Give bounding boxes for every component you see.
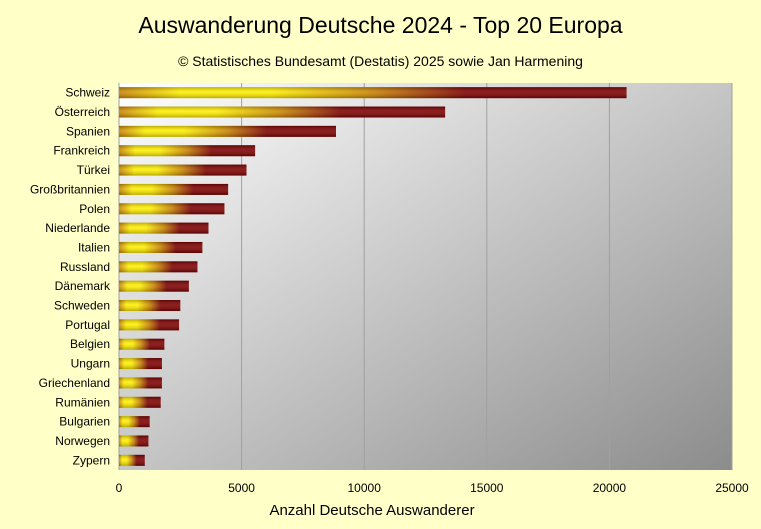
bar-shade-Österreich [119,106,446,118]
bar-shade-Italien [119,241,203,253]
category-labels: Schweiz Österreich Spanien Frankreich Türkei… [30,86,111,468]
bar-shade-Schweiz [119,87,627,99]
bar-shade-Bulgarien [119,416,150,428]
bar-shade-Griechenland [119,377,162,389]
bar-shade-Ungarn [119,358,162,370]
x-tick-label: 10000 [348,481,382,495]
category-label: Ungarn [71,357,110,371]
bars [119,87,627,466]
category-label: Russland [60,260,110,274]
bar-shade-Schweden [119,300,181,312]
category-label: Frankreich [53,144,110,158]
bar-shade-Großbritannien [119,183,229,195]
category-label: Belgien [70,337,110,351]
bar-shade-Dänemark [119,280,189,292]
bar-shade-Spanien [119,125,337,137]
category-label: Dänemark [55,279,111,293]
category-label: Bulgarien [59,415,110,429]
category-label: Polen [79,202,110,216]
category-label: Norwegen [55,434,110,448]
x-tick-label: 0 [116,481,123,495]
bar-shade-Norwegen [119,435,149,447]
category-label: Österreich [55,105,110,119]
category-label: Rumänien [55,395,110,409]
bar-shade-Belgien [119,338,165,350]
chart-subtitle: © Statistisches Bundesamt (Destatis) 202… [178,53,583,69]
category-label: Italien [78,240,110,254]
x-tick-label: 5000 [228,481,255,495]
category-label: Türkei [77,163,110,177]
category-label: Griechenland [39,376,110,390]
x-tick-labels: 0 5000 10000 15000 20000 25000 [116,481,749,495]
bar-shade-Polen [119,203,225,215]
bar-shade-Niederlande [119,222,209,234]
category-label: Schweden [54,299,110,313]
category-label: Großbritannien [30,182,110,196]
category-label: Schweiz [65,86,110,100]
x-axis-label: Anzahl Deutsche Auswanderer [269,502,474,519]
x-tick-label: 25000 [715,481,749,495]
bar-shade-Zypern [119,454,145,466]
chart-title: Auswanderung Deutsche 2024 - Top 20 Euro… [138,12,623,38]
bar-shade-Portugal [119,319,180,331]
category-label: Portugal [65,318,110,332]
plot-area [119,83,732,470]
bar-shade-Frankreich [119,145,256,157]
bar-shade-Rumänien [119,396,161,408]
bar-shade-Türkei [119,164,247,176]
category-label: Zypern [73,453,110,467]
category-label: Niederlande [45,221,110,235]
category-label: Spanien [66,124,110,138]
bar-shade-Russland [119,261,198,273]
x-tick-label: 15000 [470,481,504,495]
x-tick-label: 20000 [593,481,627,495]
